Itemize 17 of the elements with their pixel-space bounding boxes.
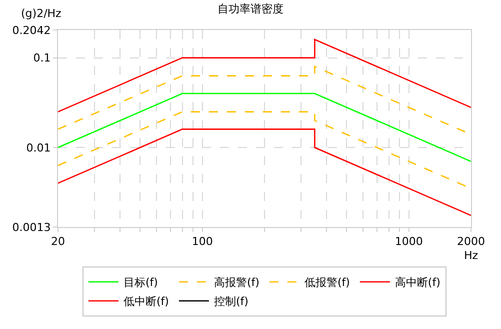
x-tick-label: 20 [51, 235, 65, 248]
y-tick-label: 0.2042 [12, 24, 51, 37]
legend-label: 目标(f) [124, 276, 158, 290]
legend-label: 低中断(f) [124, 295, 169, 308]
legend-label: 高中断(f) [394, 276, 440, 290]
x-tick-label: 2000 [457, 235, 485, 248]
y-axis-title: (g)2/Hz [21, 7, 62, 20]
y-tick-label: 0.1 [33, 52, 51, 65]
x-axis-title: Hz [464, 249, 478, 262]
legend-label: 低报警(f) [304, 276, 350, 290]
x-tick-label: 100 [192, 235, 213, 248]
legend-label: 高报警(f) [214, 276, 260, 290]
chart-title: 自功率谱密度 [218, 2, 284, 16]
y-tick-label: 0.01 [26, 141, 51, 154]
x-tick-label: 1000 [394, 235, 423, 248]
y-tick-label: 0.0013 [12, 220, 51, 234]
legend-label: 控制(f) [214, 295, 248, 308]
